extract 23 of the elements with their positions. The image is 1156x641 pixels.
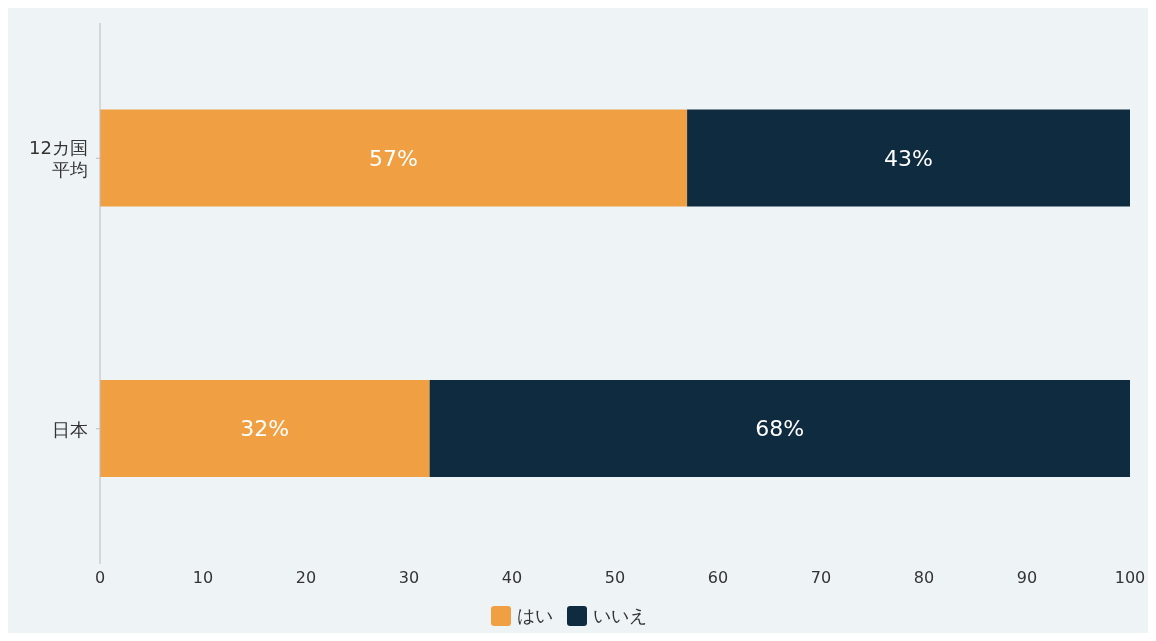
bar — [100, 109, 688, 207]
legend-label: いいえ — [592, 604, 647, 628]
x-tick-label: 60 — [707, 568, 729, 588]
x-tick-label: 70 — [810, 568, 832, 588]
x-tick-label: 30 — [398, 568, 420, 588]
x-tick-label: 80 — [913, 568, 935, 588]
y-tick-label: 日本 — [52, 418, 88, 440]
x-tick-label: 50 — [604, 568, 626, 588]
bar — [429, 380, 1130, 478]
bar — [687, 109, 1130, 207]
x-tick-label: 0 — [94, 568, 106, 588]
y-tick-label: 12カ国平均 — [29, 136, 88, 180]
data-label: 43% — [884, 145, 933, 171]
data-label: 57% — [369, 145, 418, 171]
legend-label: はい — [516, 604, 553, 628]
x-tick-label: 40 — [501, 568, 523, 588]
x-tick-label: 100 — [1114, 568, 1146, 588]
bar — [100, 380, 430, 478]
x-tick-label: 10 — [192, 568, 214, 588]
x-tick-label: 90 — [1016, 568, 1038, 588]
data-label: 32% — [240, 416, 290, 442]
data-label: 68% — [755, 416, 805, 442]
x-tick-label: 20 — [295, 568, 317, 588]
